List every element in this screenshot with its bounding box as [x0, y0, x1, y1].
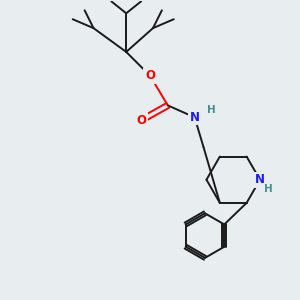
Text: O: O: [145, 69, 155, 82]
Text: N: N: [190, 111, 200, 124]
Text: H: H: [264, 184, 273, 194]
Text: H: H: [207, 105, 216, 115]
Text: N: N: [255, 173, 265, 186]
Text: O: O: [136, 114, 146, 127]
